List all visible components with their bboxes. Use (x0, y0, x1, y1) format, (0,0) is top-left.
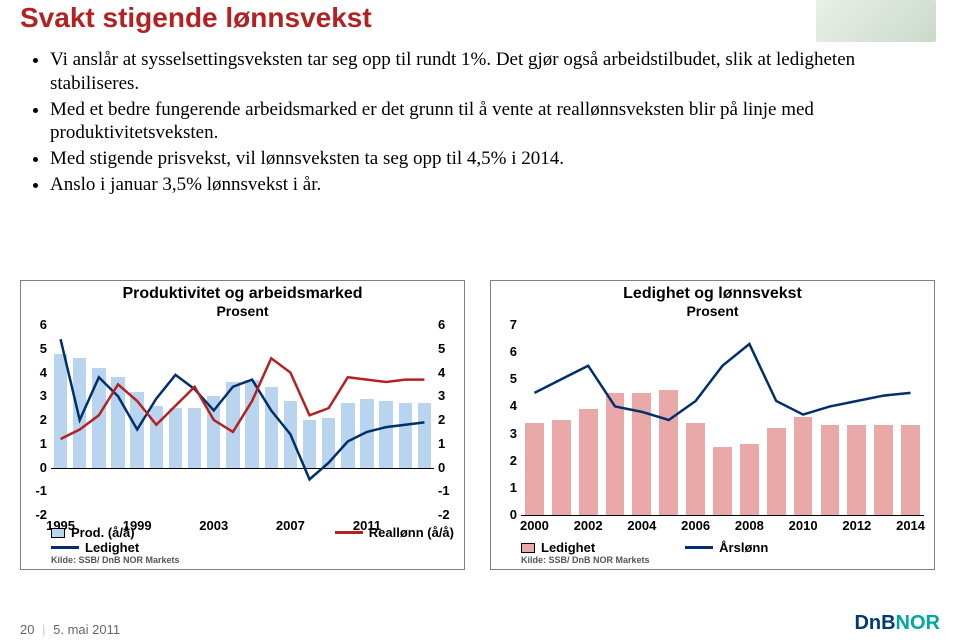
legend-label: Prod. (å/å) (71, 525, 135, 540)
footer-sep: | (42, 622, 45, 637)
left-chart-legend: Prod. (å/å) Reallønn (å/å) Ledighet Kild… (51, 525, 454, 565)
legend-swatch (51, 546, 79, 549)
legend-item: Ledighet (51, 540, 139, 555)
legend-item: Prod. (å/å) (51, 525, 135, 540)
right-chart-subtitle: Prosent (491, 303, 934, 319)
legend-label: Årslønn (719, 540, 768, 555)
logo-part1: DnB (854, 612, 895, 634)
right-chart-plot: 0123456720002002200420062008201020122014 (521, 325, 924, 515)
legend-label: Ledighet (85, 540, 139, 555)
left-chart-subtitle: Prosent (21, 303, 464, 319)
corner-decorative-image (816, 0, 936, 42)
page-number: 20 (20, 622, 34, 637)
right-chart: Ledighet og lønnsvekst Prosent 012345672… (490, 280, 935, 570)
left-chart-source: Kilde: SSB/ DnB NOR Markets (51, 555, 454, 565)
page-title: Svakt stigende lønnsvekst (20, 2, 372, 34)
legend-label: Reallønn (å/å) (369, 525, 454, 540)
bullet-item: Anslo i januar 3,5% lønnsvekst i år. (50, 173, 920, 197)
logo: DnBNOR (854, 612, 940, 635)
legend-item: Reallønn (å/å) (335, 525, 454, 540)
right-chart-legend: Ledighet Årslønn Kilde: SSB/ DnB NOR Mar… (521, 540, 924, 565)
bullet-item: Med et bedre fungerende arbeidsmarked er… (50, 98, 920, 146)
legend-swatch (335, 531, 363, 534)
bullet-item: Vi anslår at sysselsettingsveksten tar s… (50, 48, 920, 96)
logo-part2: NOR (896, 612, 940, 634)
legend-item: Ledighet (521, 540, 595, 555)
bullet-list: Vi anslår at sysselsettingsveksten tar s… (50, 48, 920, 199)
right-chart-title: Ledighet og lønnsvekst (491, 285, 934, 303)
right-chart-source: Kilde: SSB/ DnB NOR Markets (521, 555, 924, 565)
left-chart-title: Produktivitet og arbeidsmarked (21, 285, 464, 303)
legend-item: Årslønn (685, 540, 768, 555)
legend-swatch (521, 543, 535, 553)
legend-swatch (51, 528, 65, 538)
bullet-item: Med stigende prisvekst, vil lønnsveksten… (50, 147, 920, 171)
footer: 20 | 5. mai 2011 (20, 622, 120, 637)
legend-swatch (685, 546, 713, 549)
left-chart-plot: -2-2-1-100112233445566199519992003200720… (51, 325, 434, 515)
legend-label: Ledighet (541, 540, 595, 555)
footer-date: 5. mai 2011 (53, 622, 120, 637)
left-chart: Produktivitet og arbeidsmarked Prosent -… (20, 280, 465, 570)
